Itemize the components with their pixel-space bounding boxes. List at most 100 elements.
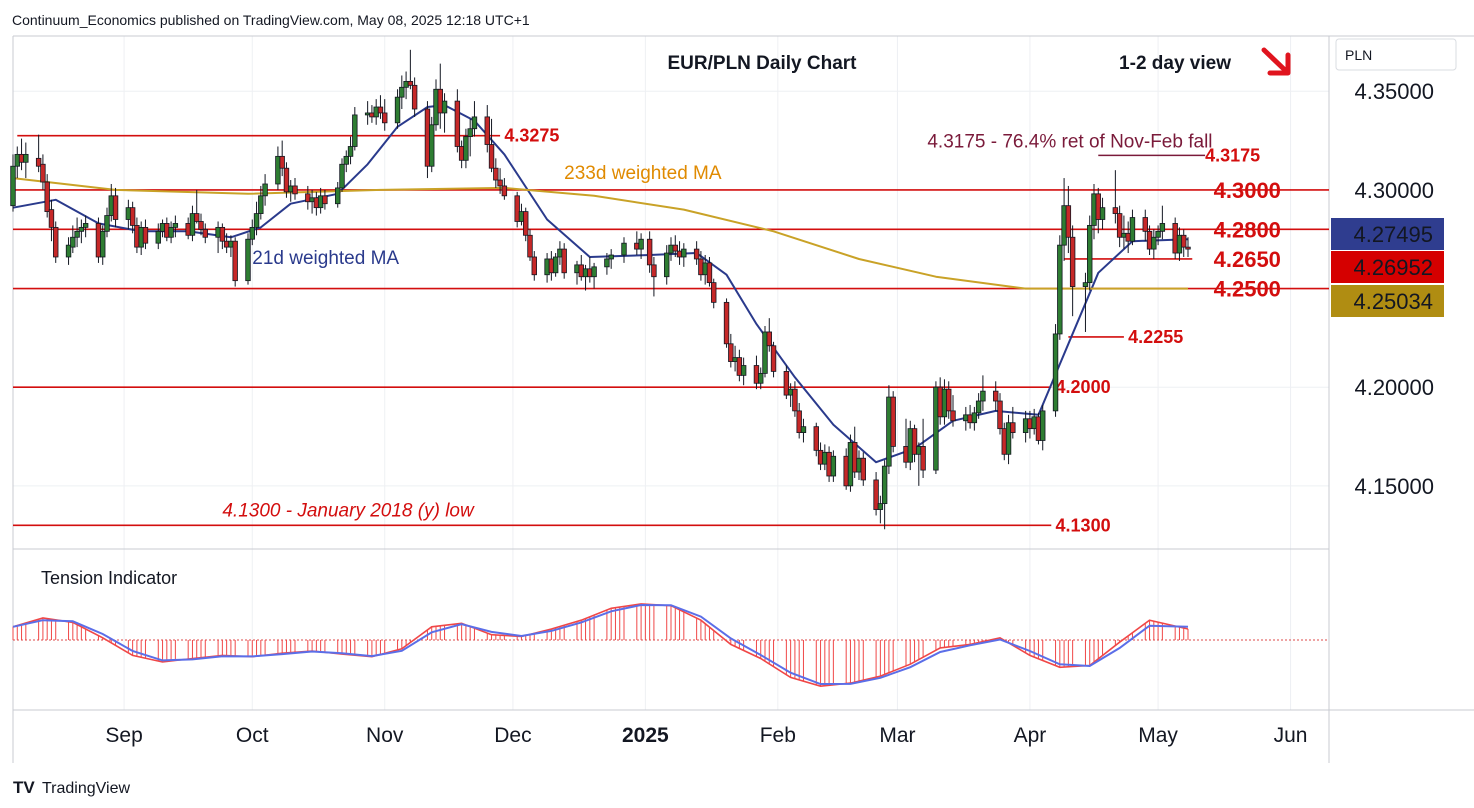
time-tick-label: Jun [1274, 724, 1308, 747]
candle-body [262, 183, 268, 197]
candle-down [1181, 229, 1187, 257]
candle-up [275, 146, 281, 190]
candle-body [48, 209, 55, 228]
candle-up [471, 101, 478, 137]
candle-down [651, 256, 657, 297]
candle-down [142, 219, 149, 250]
candle-up [971, 406, 978, 431]
candle-down [706, 256, 713, 287]
candle-body [488, 144, 495, 169]
candle-body [484, 116, 490, 145]
candle-body [78, 226, 85, 232]
candle-up [933, 381, 939, 475]
candle-body [292, 185, 298, 195]
level-label: 4.2650 [1214, 247, 1281, 272]
candle-down [1095, 187, 1101, 234]
price-badge [1331, 285, 1444, 317]
chart-annotation: 4.3175 - 76.4% ret of Nov-Feb fall [927, 131, 1212, 152]
level-label: 4.2500 [1214, 277, 1281, 302]
chart-title: EUR/PLN Daily Chart [668, 53, 858, 74]
price-tick-label: 4.15000 [1354, 474, 1434, 499]
candle-body [830, 455, 837, 477]
candle-down [792, 381, 798, 417]
candle-body [852, 442, 858, 473]
ma-line [12, 177, 1188, 290]
candle-down [860, 452, 866, 486]
candle-down [382, 99, 388, 131]
candle-down [672, 235, 678, 257]
candle-body [890, 396, 896, 447]
candle-up [1151, 229, 1157, 259]
candle-up [1057, 235, 1063, 340]
candle-up [1082, 272, 1089, 332]
candle-up [1129, 209, 1136, 246]
view-label: 1-2 day view [1119, 53, 1231, 74]
candle-body [429, 124, 435, 167]
time-axis[interactable]: Sep Oct Nov Dec 2025 Feb Mar Apr May Jun [105, 724, 1307, 747]
candle-up [347, 136, 354, 165]
candle-body [1040, 410, 1046, 441]
time-tick-label: Dec [494, 724, 531, 747]
candle-body [463, 136, 469, 161]
candle-down [890, 391, 896, 453]
candle-body [493, 167, 499, 181]
candle-up [82, 215, 89, 238]
candle-up [65, 237, 72, 265]
candle-up [1099, 197, 1106, 230]
candle-up [980, 375, 986, 411]
candle-body [638, 238, 644, 250]
candle-down [279, 140, 285, 177]
candle-body [523, 211, 529, 236]
candle-down [407, 49, 414, 90]
price-axis[interactable]: 4.35000 4.30000 4.20000 4.15000 [1354, 79, 1434, 499]
candle-body [646, 238, 653, 266]
candle-body [112, 195, 119, 220]
candle-body [604, 258, 610, 268]
candle-body [672, 244, 678, 252]
candle-body [514, 195, 520, 222]
candle-body [1159, 223, 1166, 232]
candle-body [335, 187, 341, 205]
candle-down [454, 89, 461, 153]
candle-up [1052, 324, 1059, 417]
candle-body [621, 242, 627, 256]
candle-body [65, 244, 72, 258]
candle-up [189, 205, 196, 242]
candle-up [253, 201, 260, 236]
candle-body [1065, 205, 1072, 238]
candle-down [693, 241, 700, 265]
candle-body [561, 248, 567, 274]
candle-down [950, 395, 956, 427]
candle-down [728, 333, 734, 368]
candle-body [70, 236, 76, 248]
candle-body [792, 388, 798, 412]
candle-down [527, 229, 533, 261]
level-label: 4.3000 [1214, 178, 1281, 203]
candles [10, 49, 1191, 530]
candle-body [608, 254, 614, 260]
candle-body [1005, 422, 1012, 455]
price-tick-label: 4.20000 [1354, 375, 1434, 400]
candle-body [441, 100, 448, 114]
candle-body [399, 86, 405, 98]
candle-up [740, 357, 747, 386]
candle-body [142, 226, 149, 244]
candle-up [258, 185, 264, 220]
price-badge [1331, 218, 1444, 250]
candle-body [322, 195, 328, 205]
candle-body [1095, 193, 1101, 220]
candle-body [971, 412, 978, 424]
candle-body [950, 410, 956, 422]
candle-body [172, 223, 179, 228]
currency-box[interactable] [1335, 38, 1457, 71]
candle-body [728, 343, 734, 362]
candle-down [488, 118, 495, 173]
price-badge-label: 4.26952 [1353, 255, 1433, 280]
level-label: 4.2000 [1056, 377, 1111, 397]
candle-body [377, 106, 384, 114]
candle-down [501, 178, 508, 200]
candle-body [877, 503, 884, 510]
tradingview-logo-icon: TV [13, 778, 35, 797]
candle-down [723, 298, 730, 348]
candle-down [873, 472, 879, 516]
